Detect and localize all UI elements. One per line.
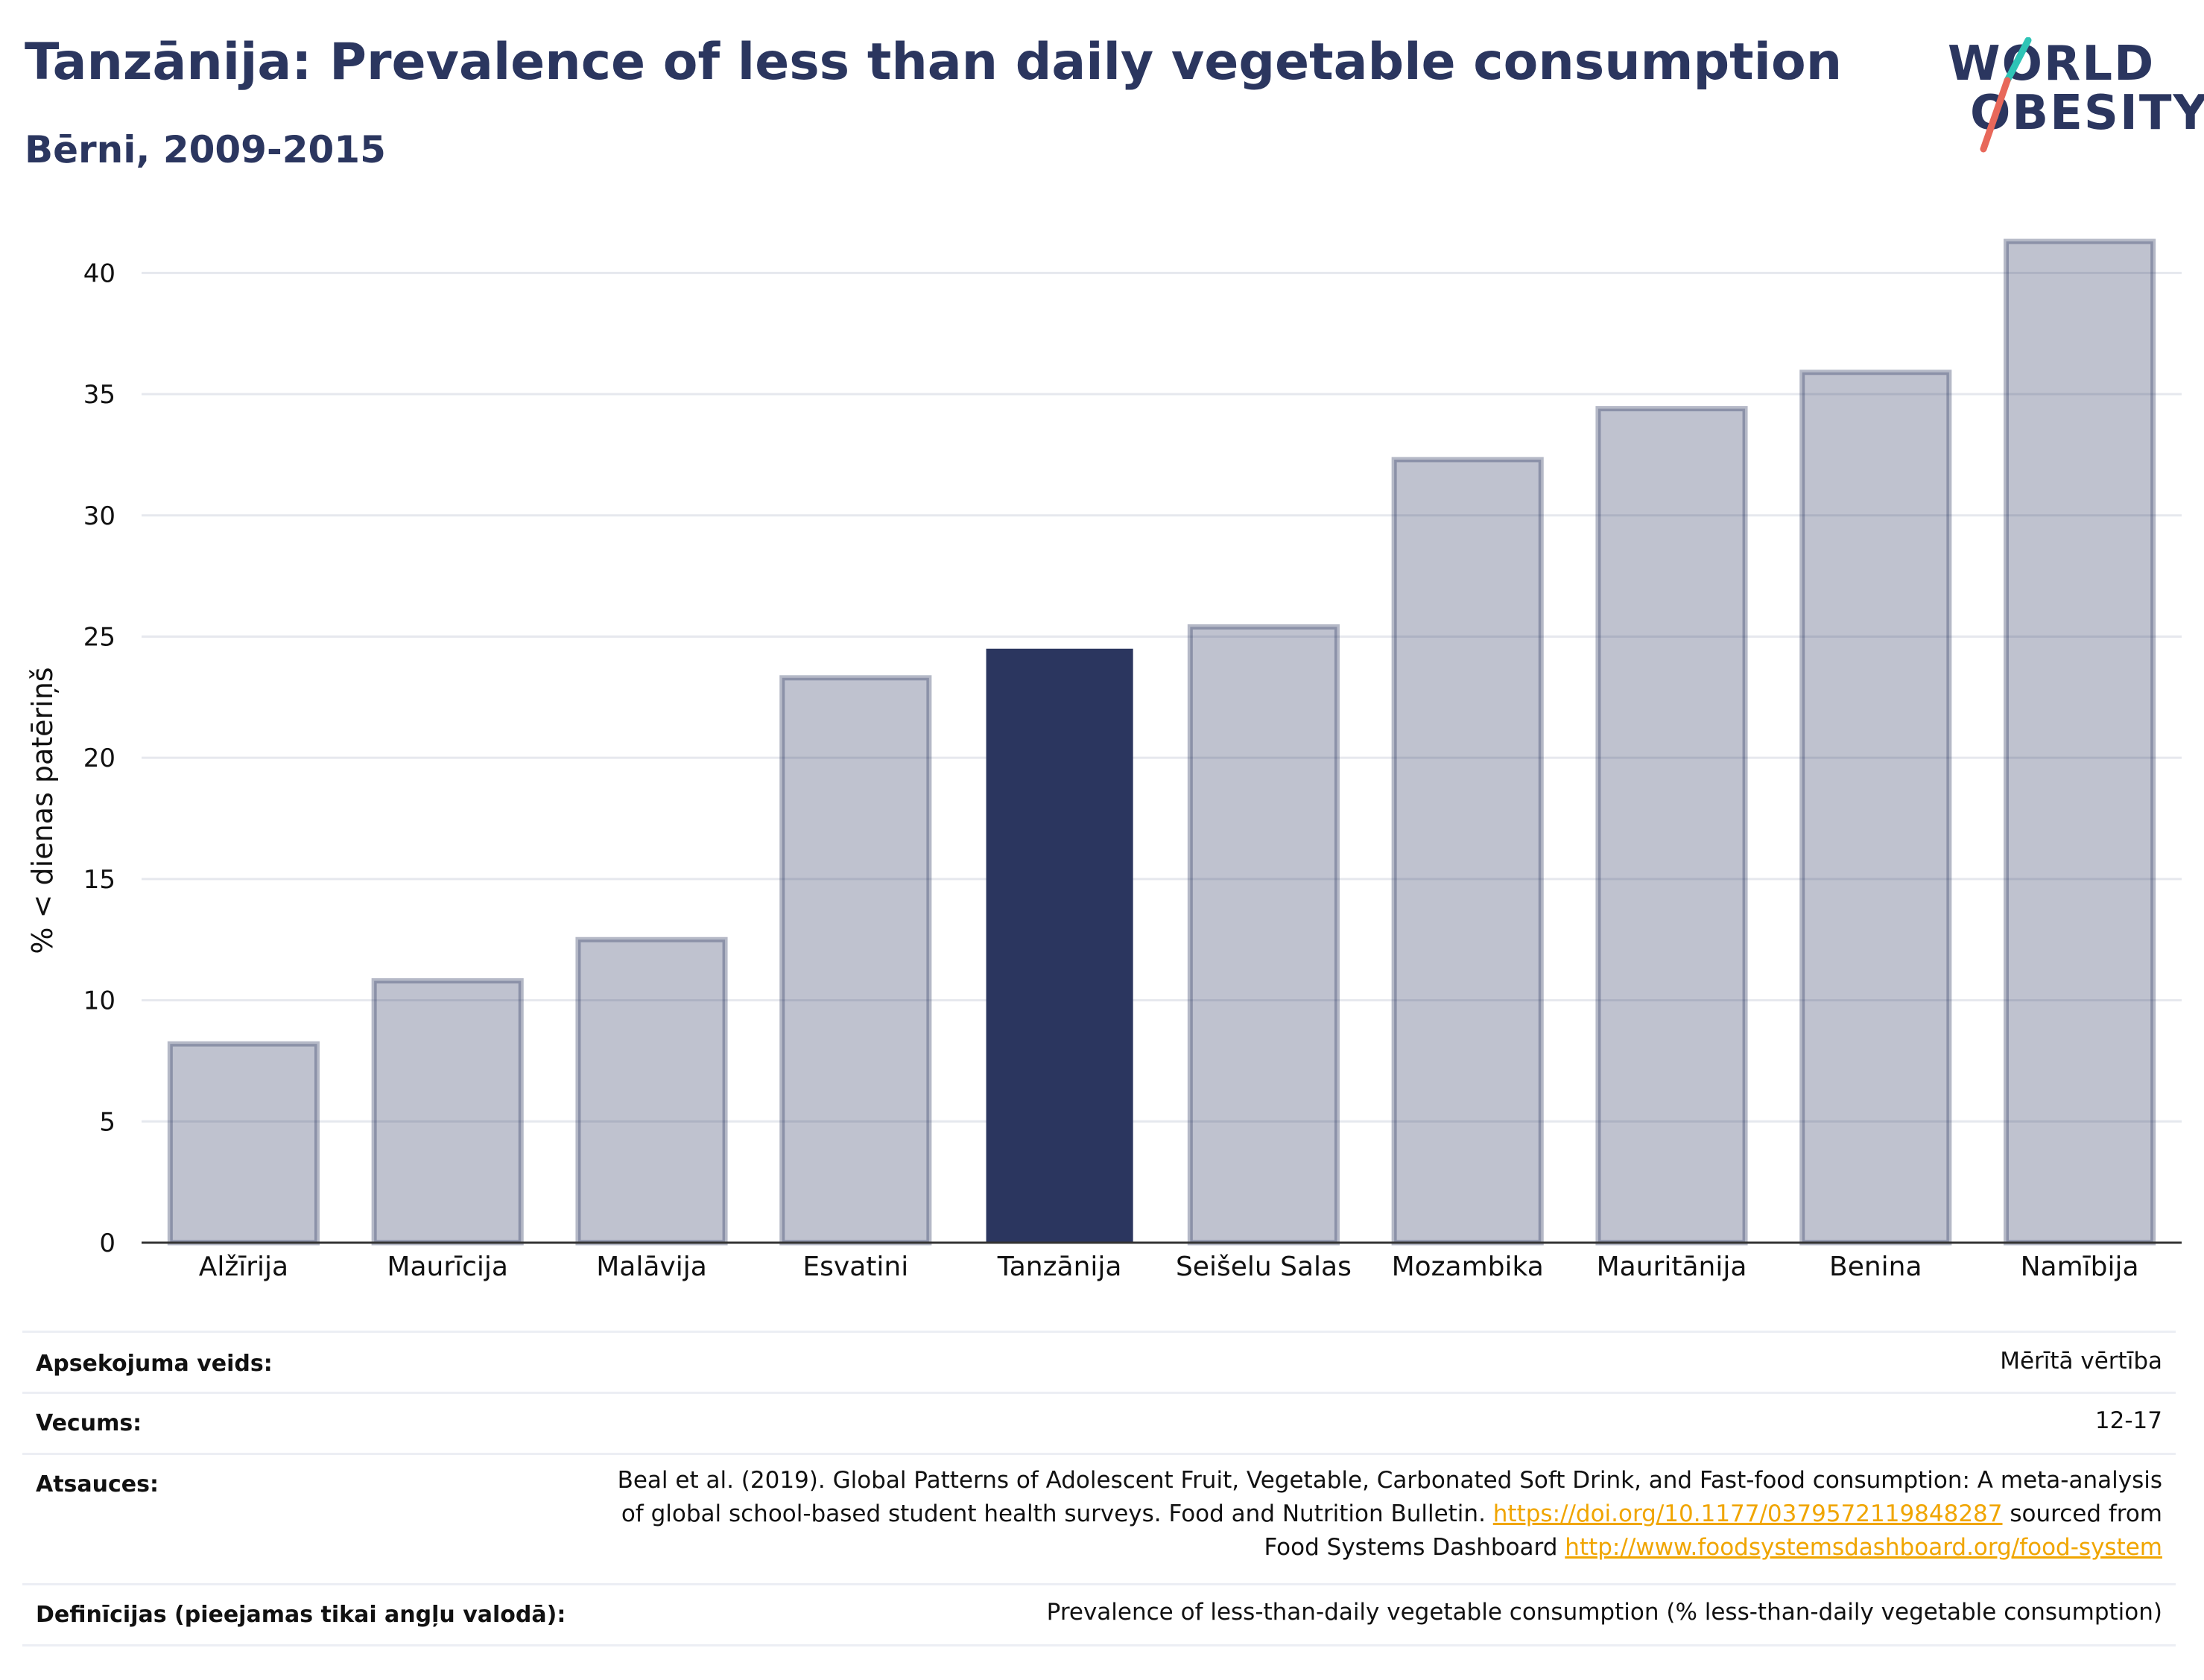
refs-line-1: Beal et al. (2019). Global Patterns of A…	[617, 1467, 2162, 1494]
bars	[167, 238, 2156, 1246]
bar-Seišelu Salas	[1187, 624, 1340, 1246]
x-tick-label: Malāvija	[596, 1252, 707, 1282]
survey-value: Mērītā vērtība	[2000, 1348, 2162, 1375]
survey-label: Apsekojuma veids:	[36, 1351, 273, 1377]
bar-Tanzānija	[986, 648, 1133, 1243]
bar-Mauritānija	[1595, 406, 1748, 1246]
refs-line-3: Food Systems Dashboard http://www.foodsy…	[1264, 1534, 2162, 1561]
doi-link[interactable]: https://doi.org/10.1177/0379572119848287	[1492, 1500, 2003, 1527]
refs-line-2: of global school-based student health su…	[621, 1500, 2162, 1527]
world-obesity-logo: WORLD OBESITY	[1945, 37, 2204, 156]
bar-Alžīrija	[167, 1041, 320, 1246]
refs-value: Beal et al. (2019). Global Patterns of A…	[449, 1464, 2162, 1565]
x-tick-label: Tanzānija	[997, 1252, 1122, 1282]
x-tick-label: Mozambika	[1392, 1252, 1544, 1282]
dashboard-link[interactable]: http://www.foodsystemsdashboard.org/food…	[1565, 1534, 2162, 1561]
bar-Esvatini	[779, 675, 932, 1246]
logo-slash-icon	[1980, 37, 2032, 153]
bar-chart: 0 5 10 15 20 25 30 35 40 Alžīrija Maurīcija Malāvi…	[26, 238, 2182, 1282]
x-tick-label: Esvatini	[802, 1252, 908, 1282]
y-tick-label: 35	[83, 380, 115, 410]
age-value: 12-17	[2094, 1407, 2162, 1434]
bar-Malāvija	[575, 936, 728, 1246]
info-table: Apsekojuma veids: Mērītā vērtība Vecums:…	[22, 1331, 2176, 1646]
y-axis-label: % < dienas patēriņš	[26, 667, 59, 954]
x-tick-label: Maurīcija	[387, 1252, 508, 1282]
x-tick-label: Mauritānija	[1597, 1252, 1747, 1282]
bar-Namībija	[2004, 238, 2156, 1246]
x-tick-label: Alžīrija	[199, 1252, 288, 1282]
y-tick-label: 40	[83, 259, 115, 288]
logo-line1: WORLD	[1948, 37, 2156, 92]
x-tick-label: Seišelu Salas	[1176, 1252, 1352, 1282]
info-row-age: Vecums: 12-17	[22, 1394, 2176, 1455]
y-tick-label: 25	[83, 622, 115, 652]
x-tick-labels: Alžīrija Maurīcija Malāvija Esvatini Tanzāni…	[199, 1252, 2139, 1282]
y-tick-label: 5	[99, 1107, 115, 1137]
definitions-label: Definīcijas (pieejamas tikai angļu valod…	[36, 1602, 566, 1628]
info-row-definitions: Definīcijas (pieejamas tikai angļu valod…	[22, 1585, 2176, 1646]
y-tick-label: 0	[99, 1229, 115, 1258]
bar-Mozambika	[1391, 457, 1544, 1246]
y-tick-label: 20	[83, 744, 115, 773]
y-tick-label: 15	[83, 865, 115, 895]
bar-Maurīcija	[371, 978, 524, 1246]
y-tick-label: 10	[83, 986, 115, 1016]
refs-label: Atsauces:	[36, 1471, 159, 1497]
bar-Benina	[1799, 370, 1952, 1246]
y-tick-label: 30	[83, 501, 115, 531]
grid-lines	[142, 271, 2182, 1123]
definitions-value: Prevalence of less-than-daily vegetable …	[1046, 1599, 2162, 1626]
info-row-refs: Atsauces: Beal et al. (2019). Global Pat…	[22, 1455, 2176, 1585]
x-tick-label: Namībija	[2021, 1252, 2139, 1282]
age-label: Vecums:	[36, 1410, 142, 1436]
chart-title: Tanzānija: Prevalence of less than daily…	[25, 33, 1843, 92]
info-row-survey: Apsekojuma veids: Mērītā vērtība	[22, 1333, 2176, 1394]
x-tick-label: Benina	[1829, 1252, 1922, 1282]
y-tick-labels: 0 5 10 15 20 25 30 35 40	[83, 259, 115, 1258]
chart-subtitle: Bērni, 2009-2015	[25, 128, 386, 171]
logo-line2: OBESITY	[1970, 86, 2204, 141]
